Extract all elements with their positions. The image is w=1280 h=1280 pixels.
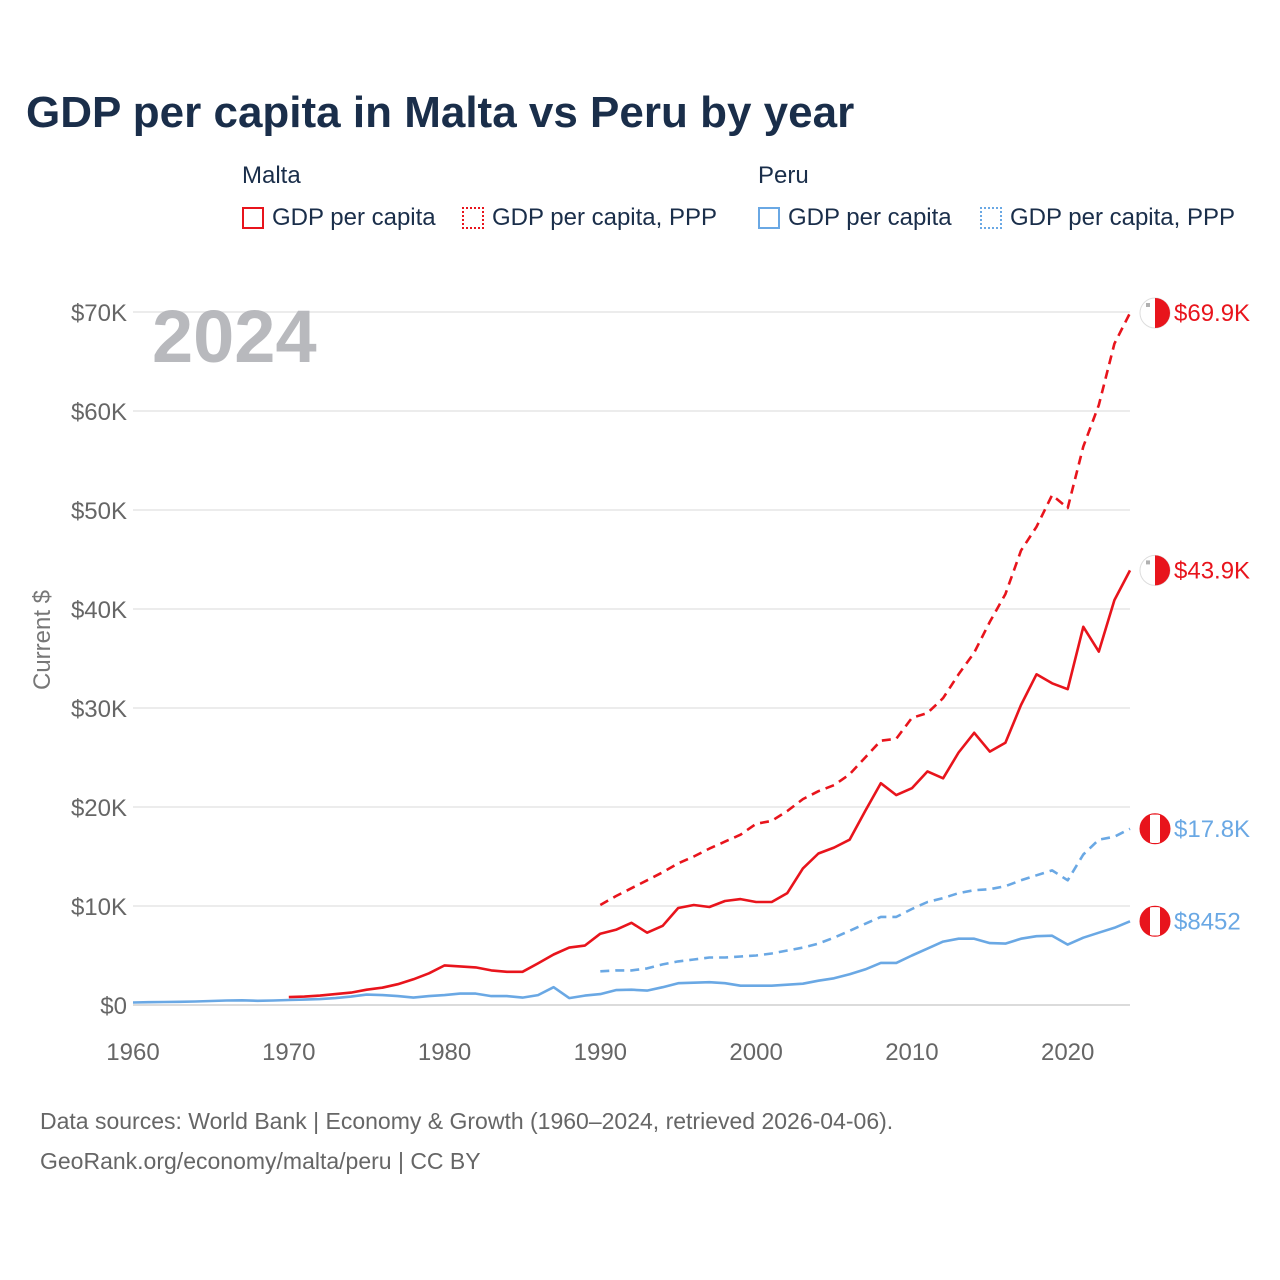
x-tick-label: 1960 [106, 1039, 159, 1066]
legend-item-malta-ppp[interactable]: GDP per capita, PPP [462, 204, 717, 232]
legend-group-malta: Malta [242, 162, 301, 189]
legend-label: GDP per capita, PPP [492, 204, 717, 231]
legend-swatch [758, 207, 780, 229]
legend-item-malta-nominal[interactable]: GDP per capita [242, 204, 436, 232]
series-end-label: $8452 [1174, 908, 1241, 935]
y-tick-label: $60K [71, 399, 127, 426]
series-line-peru-gdp-per-capita-ppp [600, 827, 1131, 973]
y-tick-label: $40K [71, 597, 127, 624]
x-tick-label: 2000 [729, 1039, 782, 1066]
axes: $0 $10K $20K $30K $40K $50K $60K $70K 1960 1970 19… [71, 300, 1094, 1066]
footer-sources: Data sources: World Bank | Economy & Gro… [40, 1108, 894, 1134]
x-tick-label: 1990 [574, 1039, 627, 1066]
y-tick-label: $20K [71, 795, 127, 822]
series-line-malta-gdp-per-capita-ppp [599, 312, 1132, 907]
series-endpoints: $43.9K $69.9K $8452 $17.8K [1139, 297, 1250, 937]
series-layer [132, 312, 1132, 1004]
y-tick-label: $70K [71, 300, 127, 327]
legend-item-peru-ppp[interactable]: GDP per capita, PPP [980, 204, 1235, 232]
legend-group-peru: Peru [758, 162, 809, 189]
legend-swatch [462, 207, 484, 229]
chart-title: GDP per capita in Malta vs Peru by year [26, 88, 855, 137]
y-axis-label: Current $ [29, 590, 56, 690]
series-end-label: $69.9K [1174, 300, 1250, 327]
grid-lines [133, 311, 1130, 1006]
series-end-label: $43.9K [1174, 557, 1250, 584]
series-line-peru-gdp-per-capita [132, 920, 1131, 1004]
peru-flag-icon [1139, 813, 1171, 845]
y-tick-label: $50K [71, 498, 127, 525]
malta-flag-icon [1139, 297, 1171, 329]
line-chart: $0 $10K $20K $30K $40K $50K $60K $70K 1960 1970 19… [29, 295, 1250, 1066]
legend-label: GDP per capita [272, 204, 436, 231]
y-tick-label: $0 [100, 993, 127, 1020]
series-line-malta-gdp-per-capita [288, 569, 1132, 999]
malta-flag-icon [1139, 554, 1171, 586]
series-end-label: $17.8K [1174, 816, 1250, 843]
x-tick-label: 2020 [1041, 1039, 1094, 1066]
legend-label: GDP per capita, PPP [1010, 204, 1235, 231]
peru-flag-icon [1139, 905, 1171, 937]
x-tick-label: 1970 [262, 1039, 315, 1066]
legend-item-peru-nominal[interactable]: GDP per capita [758, 204, 952, 232]
y-tick-label: $30K [71, 696, 127, 723]
legend-swatch [980, 207, 1002, 229]
legend-label: GDP per capita [788, 204, 952, 231]
legend-swatch [242, 207, 264, 229]
x-tick-label: 1980 [418, 1039, 471, 1066]
x-tick-label: 2010 [885, 1039, 938, 1066]
year-watermark: 2024 [152, 295, 317, 378]
y-tick-label: $10K [71, 894, 127, 921]
footer-attribution: GeoRank.org/economy/malta/peru | CC BY [40, 1148, 481, 1174]
